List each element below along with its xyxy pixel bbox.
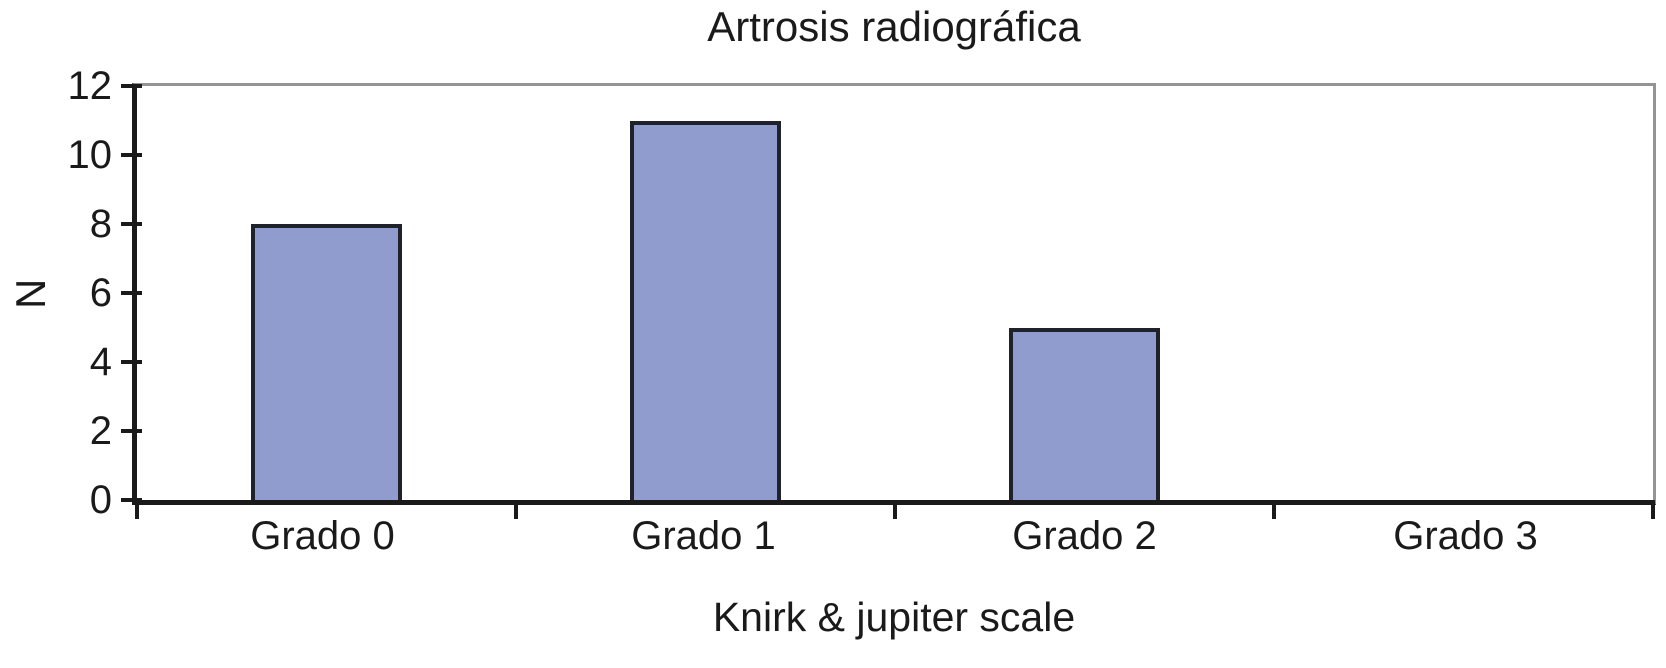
y-tick-mark (121, 498, 142, 502)
x-axis-label: Knirk & jupiter scale (712, 594, 1076, 640)
x-tick-label: Grado 3 (1393, 514, 1538, 558)
y-tick-label: 10 (67, 132, 113, 177)
bar-grado-1 (629, 120, 782, 500)
y-tick-label: 4 (89, 339, 112, 384)
plot-area (121, 83, 1656, 519)
y-tick-label: 2 (89, 409, 112, 453)
x-tick-mark (514, 500, 518, 519)
x-tick-label: Grado 1 (631, 514, 776, 558)
y-tick-label: 8 (89, 201, 112, 246)
y-tick-labels: 0 2 4 6 8 10 12 (0, 66, 113, 520)
bar-grado-0 (250, 224, 403, 500)
y-tick-mark (121, 152, 142, 157)
y-tick-mark (121, 221, 142, 226)
x-tick-mark (893, 500, 897, 519)
y-tick-mark (121, 359, 142, 364)
y-tick-label: 6 (89, 271, 112, 315)
x-tick-mark (1272, 500, 1276, 519)
x-tick-label: Grado 2 (1012, 514, 1157, 558)
y-tick-mark (121, 84, 142, 88)
x-tick-mark (1651, 500, 1655, 519)
y-tick-mark (121, 291, 142, 295)
y-tick-label: 0 (89, 478, 112, 522)
y-tick-mark (121, 429, 142, 433)
chart-title: Artrosis radiográfica (707, 3, 1081, 50)
x-tick-mark (135, 500, 139, 519)
bar-grado-2 (1008, 327, 1161, 500)
x-tick-labels: Grado 0 Grado 1 Grado 2 Grado 3 (132, 514, 1656, 562)
x-tick-label: Grado 0 (250, 514, 395, 558)
y-tick-label: 12 (67, 64, 113, 108)
